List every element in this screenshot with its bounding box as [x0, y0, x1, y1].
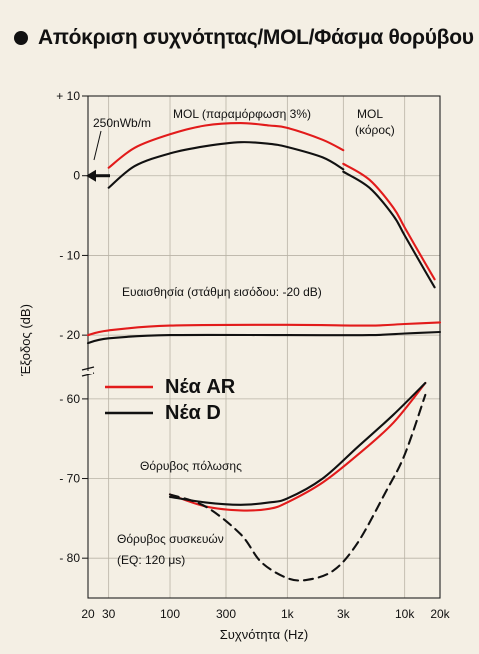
x-tick-label: 3k — [337, 607, 351, 621]
x-tick-label: 30 — [102, 607, 116, 621]
plot-border — [87, 95, 441, 599]
mol-distortion-label: MOL (παραμόρφωση 3%) — [173, 107, 311, 121]
series-line-molsat-black — [342, 170, 436, 289]
series-line-mol3-red — [107, 122, 345, 169]
chart-title: Απόκριση συχνότητας/MOL/Φάσμα θορύβου — [38, 26, 474, 49]
mol-saturation-label: MOL — [357, 107, 383, 121]
device-noise-label: Θόρυβος συσκευών — [117, 532, 224, 546]
axis-break-gap — [83, 371, 93, 374]
labels: 20 30 100 300 1k 3k 10k 20k + 10 0 - 10 - 20 - 60 - 7… — [18, 89, 451, 642]
header: Απόκριση συχνότητας/MOL/Φάσμα θορύβου — [14, 18, 474, 58]
axis-break-mark — [81, 366, 95, 371]
sensitivity-label: Ευαισθησία (στάθμη εισόδου: -20 dB) — [122, 285, 322, 299]
curves — [86, 122, 442, 582]
x-tick-label: 100 — [160, 607, 180, 621]
marks — [86, 130, 153, 415]
y-axis-title: Έξοδος (dB) — [18, 304, 33, 377]
ref-level-pointer — [93, 130, 102, 161]
series-line-sensitivity-black — [86, 330, 442, 345]
y-tick-label: - 10 — [59, 248, 80, 262]
legend-label: Νέα D — [165, 402, 221, 424]
series-line-sensitivity-red — [86, 321, 442, 337]
y-tick-label: - 20 — [59, 328, 80, 342]
legend-label: Νέα AR — [165, 376, 236, 398]
plot-frame — [81, 95, 441, 599]
y-tick-label: - 70 — [59, 472, 80, 486]
y-tick-label: - 60 — [59, 392, 80, 406]
x-axis-title: Συχνότητα (Hz) — [220, 627, 309, 642]
x-tick-label: 1k — [281, 607, 295, 621]
y-tick-label: + 10 — [56, 89, 80, 103]
ref-level-arrow-icon — [86, 169, 96, 182]
series-line-mol3-black — [107, 141, 345, 189]
x-tick-label: 20k — [430, 607, 450, 621]
series-line-bias_noise-red — [168, 381, 427, 512]
series-line-molsat-red — [342, 162, 436, 281]
bias-noise-label: Θόρυβος πόλωσης — [140, 459, 242, 473]
x-tick-label: 20 — [81, 607, 95, 621]
series-line-bias_noise-black — [168, 381, 427, 506]
grid — [82, 95, 441, 598]
mol-saturation-label: (κόρος) — [355, 123, 395, 137]
x-tick-label: 10k — [395, 607, 415, 621]
series-line-device_noise-black — [168, 393, 427, 582]
x-tick-label: 300 — [216, 607, 236, 621]
device-noise-label: (EQ: 120 μs) — [117, 553, 185, 567]
y-tick-label: - 80 — [59, 551, 80, 565]
y-tick-label: 0 — [73, 169, 80, 183]
bullet-icon — [14, 31, 28, 45]
ref-level-label: 250nWb/m — [93, 116, 151, 130]
